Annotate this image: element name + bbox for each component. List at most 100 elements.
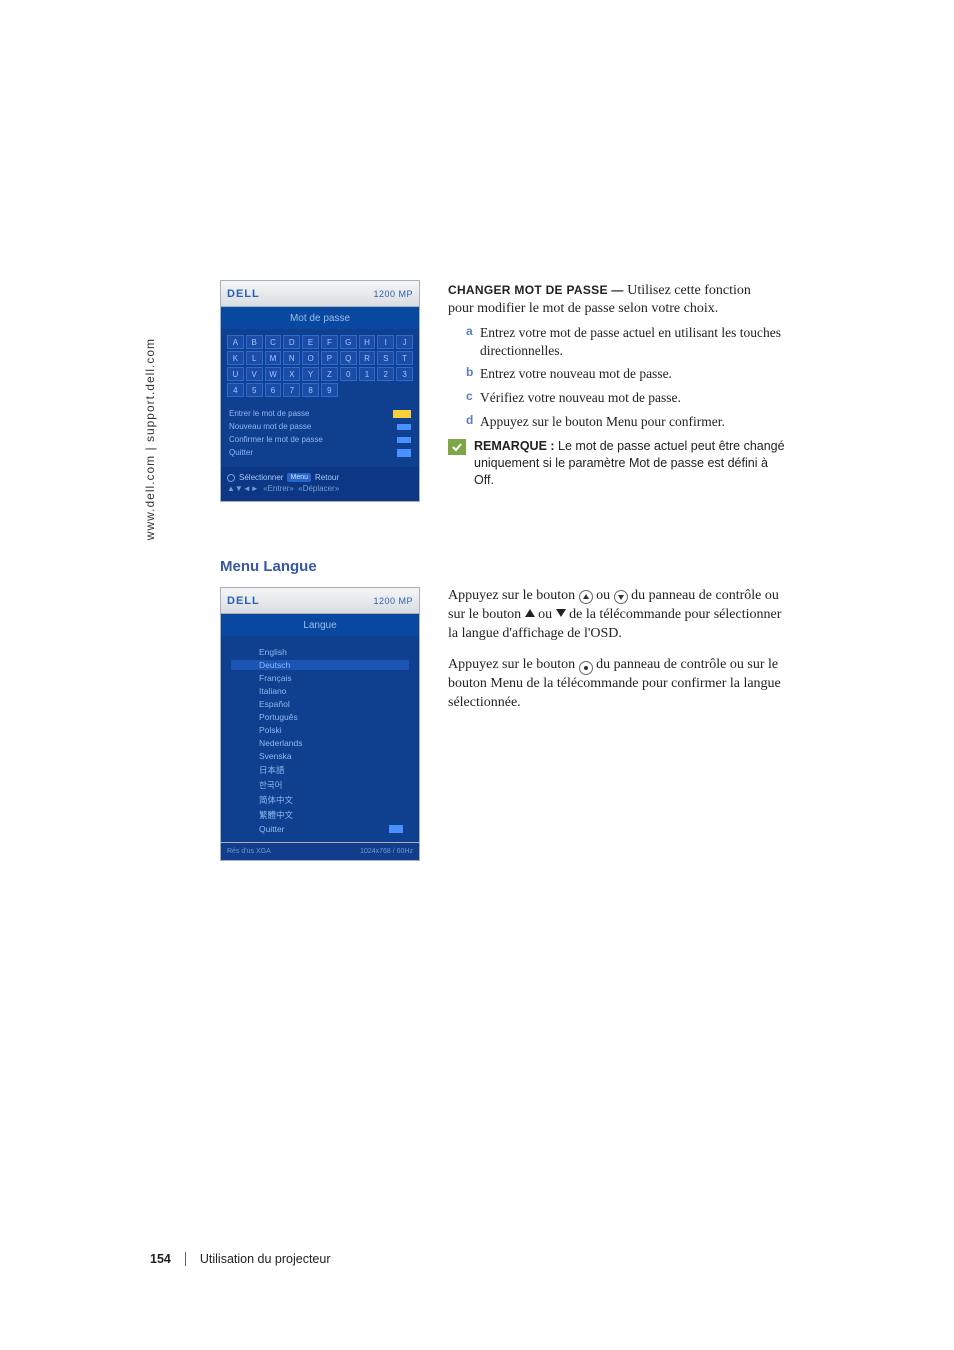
langue-text: Appuyez sur le bouton ou du panneau de c… <box>448 587 790 867</box>
pw-row-enter: Entrer le mot de passe <box>229 409 411 418</box>
row-changer-password: DELL 1200 MP Mot de passe ABCDEFGHIJ KLMN… <box>220 280 790 526</box>
help-line: Sélectionner Menu Retour <box>227 473 413 482</box>
grid-cell: O <box>302 351 319 365</box>
up-triangle-icon <box>525 609 535 617</box>
grid-cell: X <box>283 367 300 381</box>
grid-cell: I <box>377 335 394 349</box>
grid-cell: 0 <box>340 367 357 381</box>
lang-quit-button <box>389 825 403 833</box>
step-a-letter: a <box>466 324 473 340</box>
step-b-letter: b <box>466 365 473 381</box>
lang-quit-label: Quitter <box>259 824 285 834</box>
grid-cell: C <box>265 335 282 349</box>
lang-item: 繁體中文 <box>231 809 409 821</box>
grid-cell: A <box>227 335 244 349</box>
changer-text: CHANGER MOT DE PASSE — Utilisez cette fo… <box>448 280 790 526</box>
lang-item: Español <box>231 699 409 709</box>
row-langue: DELL 1200 MP Langue EnglishDeutschFrança… <box>220 587 790 867</box>
model-label: 1200 MP <box>373 289 413 299</box>
grid-cell: M <box>265 351 282 365</box>
lang-item: Français <box>231 673 409 683</box>
grid-cell: Q <box>340 351 357 365</box>
pw-label-new: Nouveau mot de passe <box>229 422 311 431</box>
screenshot-langue-top: DELL 1200 MP <box>220 587 420 613</box>
nav-icon <box>227 474 235 482</box>
pw-row-confirm: Confirmer le mot de passe <box>229 435 411 444</box>
lang-item: Italiano <box>231 686 409 696</box>
grid-cell: S <box>377 351 394 365</box>
grid-cell: G <box>340 335 357 349</box>
grid-cell: H <box>359 335 376 349</box>
grid-cell: 1 <box>359 367 376 381</box>
grid-row: 456789 <box>227 383 413 397</box>
grid-cell: 4 <box>227 383 244 397</box>
dell-logo: DELL <box>227 288 260 300</box>
lp2a: Appuyez sur le bouton <box>448 657 579 672</box>
langue-para-1: Appuyez sur le bouton ou du panneau de c… <box>448 587 790 644</box>
dell-logo-2: DELL <box>227 595 260 607</box>
grid-cell: V <box>246 367 263 381</box>
lang-item: 简体中文 <box>231 794 409 806</box>
language-list: EnglishDeutschFrançaisItalianoEspañolPor… <box>221 636 419 842</box>
remarque-label: REMARQUE : <box>474 439 555 453</box>
password-labels: Entrer le mot de passe Nouveau mot de pa… <box>221 403 419 467</box>
grid-cell: E <box>302 335 319 349</box>
lp1d: ou <box>535 607 556 622</box>
remarque-off: Off <box>474 473 490 487</box>
footer-divider <box>185 1252 186 1266</box>
grid-cell: N <box>283 351 300 365</box>
grid-cell: J <box>396 335 413 349</box>
grid-cell: 8 <box>302 383 319 397</box>
langue-para-2: Appuyez sur le bouton du panneau de cont… <box>448 656 790 713</box>
lang-item: Português <box>231 712 409 722</box>
grid-cell: B <box>246 335 263 349</box>
down-button-icon <box>614 590 628 604</box>
step-c-letter: c <box>466 389 473 405</box>
help-menu-pill: Menu <box>287 473 311 482</box>
grid-cell: 3 <box>396 367 413 381</box>
remarque-text: REMARQUE : Le mot de passe actuel peut ê… <box>474 438 790 489</box>
footer-res-label: Rés d'us XGA <box>227 848 271 855</box>
grid-cell: 9 <box>321 383 338 397</box>
pw-row-new: Nouveau mot de passe <box>229 422 411 431</box>
step-c: cVérifiez votre nouveau mot de passe. <box>466 389 790 407</box>
lang-item: 日本語 <box>231 764 409 776</box>
screenshot-langue-footer: Rés d'us XGA 1024x768 / 60Hz <box>220 843 420 861</box>
grid-cell: D <box>283 335 300 349</box>
grid-row: KLMNOPQRST <box>227 351 413 365</box>
step-b-text: Entrez votre nouveau mot de passe. <box>480 366 672 381</box>
help-enter-label: Retour <box>315 473 339 482</box>
remarque: REMARQUE : Le mot de passe actuel peut ê… <box>448 438 790 489</box>
pw-label-enter: Entrer le mot de passe <box>229 409 309 418</box>
lp1b: ou <box>593 588 614 603</box>
grid-cell: Z <box>321 367 338 381</box>
screenshot-langue-title: Langue <box>221 614 419 636</box>
grid-cell: F <box>321 335 338 349</box>
step-d-letter: d <box>466 413 473 429</box>
pw-label-confirm: Confirmer le mot de passe <box>229 435 323 444</box>
screenshot-password-body: Mot de passe ABCDEFGHIJKLMNOPQRSTUVWXYZ0… <box>220 306 420 502</box>
changer-steps: aEntrez votre mot de passe actuel en uti… <box>448 324 790 430</box>
lang-item: Svenska <box>231 751 409 761</box>
down-triangle-icon <box>556 609 566 617</box>
pw-slot-enter <box>393 410 411 418</box>
grid-cell: P <box>321 351 338 365</box>
step-b: b Entrez votre nouveau mot de passe. <box>466 365 790 383</box>
footer-res-value: 1024x768 / 60Hz <box>360 848 413 855</box>
side-url-text: www.dell.com | support.dell.com <box>143 338 157 540</box>
grid-cell: T <box>396 351 413 365</box>
lang-item: Polski <box>231 725 409 735</box>
screenshot-password-title: Mot de passe <box>221 307 419 329</box>
lang-item: 한국어 <box>231 779 409 791</box>
up-button-icon <box>579 590 593 604</box>
step-a: aEntrez votre mot de passe actuel en uti… <box>466 324 790 359</box>
pw-slot-new <box>397 424 411 430</box>
lp1a: Appuyez sur le bouton <box>448 588 579 603</box>
pw-quit-button <box>397 449 411 457</box>
help-subline: ▲▼◄► «Entrer» «Déplacer» <box>227 484 413 493</box>
changer-intro-2: pour modifier le mot de passe selon votr… <box>448 300 790 318</box>
changer-intro-1: Utilisez cette fonction <box>627 283 751 298</box>
menu-button-icon <box>579 661 593 675</box>
lang-item: Deutsch <box>231 660 409 670</box>
changer-title: CHANGER MOT DE PASSE — <box>448 283 624 297</box>
